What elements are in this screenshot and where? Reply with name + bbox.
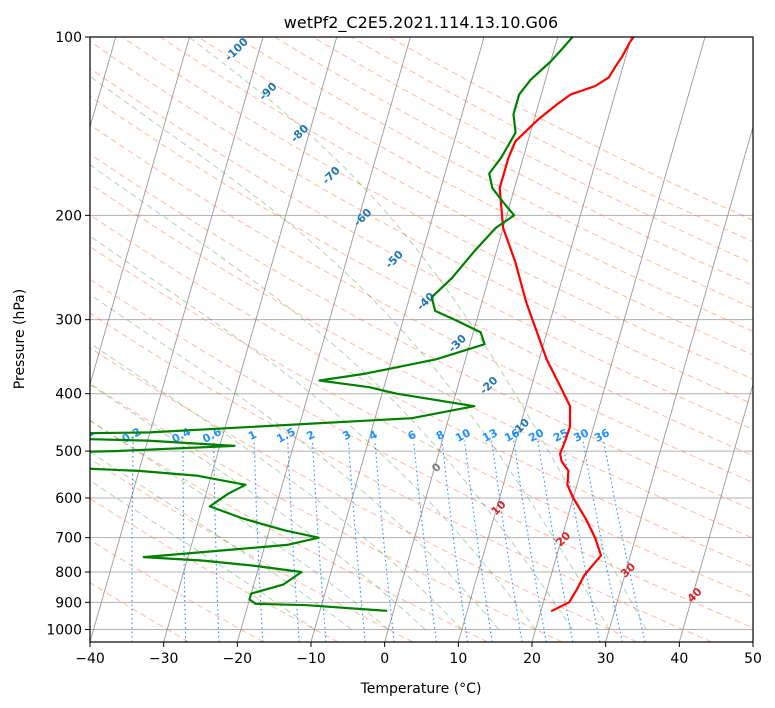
mixing-ratio-label: 36	[592, 426, 612, 445]
dry-adiabat-line	[90, 124, 753, 483]
dry-adiabat-line	[90, 420, 488, 642]
y-tick-label: 1000	[46, 622, 82, 638]
y-tick-label: 900	[55, 595, 82, 611]
y-tick-label: 300	[55, 313, 82, 329]
dry-adiabat-line	[236, 37, 753, 309]
dry-adiabat-line	[198, 37, 753, 332]
dry-adiabat-line	[90, 246, 753, 598]
dry-adiabat-line	[90, 40, 753, 405]
isotherm-line	[531, 37, 706, 642]
isotherm-line	[236, 37, 411, 642]
dry-adiabats	[90, 37, 753, 642]
x-tick-label: −20	[223, 651, 253, 667]
isotherm-line	[678, 382, 753, 642]
isotherm-line	[457, 37, 632, 642]
y-tick-label: 500	[55, 444, 82, 460]
mixing-ratio-line	[603, 440, 646, 642]
y-tick-label: 400	[55, 387, 82, 403]
y-tick-label: 100	[55, 30, 82, 46]
moist-adiabats	[90, 37, 647, 630]
dewpoint-profile-line	[90, 37, 574, 612]
mixing-ratio-label: 20	[526, 426, 546, 445]
mixing-ratio-line	[513, 440, 547, 642]
mixing-ratio-line	[491, 440, 523, 642]
x-tick-label: 10	[449, 651, 467, 667]
mixing-ratio-lines	[131, 440, 646, 642]
dry-adiabat-line	[90, 539, 264, 642]
x-tick-label: 30	[597, 651, 615, 667]
x-tick-label: −10	[296, 651, 326, 667]
x-tick-label: −30	[149, 651, 179, 667]
mixing-ratio-label: 13	[480, 426, 500, 445]
chart-title: wetPf2_C2E5.2021.114.13.10.G06	[284, 13, 558, 33]
dry-adiabat-line	[90, 183, 753, 539]
mixing-ratio-label: 30	[571, 426, 591, 445]
mixing-ratio-line	[537, 440, 574, 642]
x-axis-label: Temperature (°C)	[360, 681, 482, 697]
moist-adiabat-line	[90, 451, 352, 630]
dry-adiabat-line	[90, 458, 414, 642]
isotherm-line	[90, 37, 190, 387]
mixing-ratio-label: 16	[502, 426, 522, 445]
sounding-profiles	[90, 37, 635, 612]
x-tick-label: 50	[744, 651, 762, 667]
dry-adiabat-line	[90, 214, 753, 568]
mixing-ratio-label: 10	[453, 426, 473, 445]
temperature-profile-line	[498, 37, 635, 612]
x-tick-label: 0	[380, 651, 389, 667]
moist-adiabat-line	[188, 37, 647, 630]
moist-adiabat-line	[90, 164, 573, 630]
y-tick-label: 200	[55, 208, 82, 224]
mixing-ratio-line	[582, 440, 623, 642]
y-axis-label: Pressure (hPa)	[12, 289, 28, 389]
isotherm-line	[310, 37, 485, 642]
moist-adiabat-line	[90, 235, 536, 630]
x-tick-label: 40	[670, 651, 688, 667]
mixing-ratio-label: 0.1	[73, 425, 96, 446]
isotherm-line	[90, 37, 264, 642]
dry-adiabat-line	[121, 37, 753, 380]
dry-adiabat-line	[90, 153, 753, 511]
pressure-gridlines	[90, 36, 753, 630]
background-lines	[90, 37, 753, 642]
moist-adiabat-line	[90, 75, 610, 630]
dry-adiabat-line	[90, 582, 190, 642]
isotherm-line	[163, 37, 338, 642]
y-tick-label: 800	[55, 565, 82, 581]
moist-adiabat-line	[90, 419, 389, 630]
moist-adiabat-line	[90, 342, 463, 630]
moist-adiabat-line	[90, 480, 315, 630]
x-tick-label: −40	[75, 651, 105, 667]
dry-adiabat-line	[90, 312, 712, 642]
isotherm-line	[384, 37, 559, 642]
moist-adiabat-line	[90, 383, 426, 630]
y-tick-label: 600	[55, 491, 82, 507]
isotherm-line	[605, 125, 753, 642]
dry-adiabat-line	[90, 278, 753, 629]
mixing-ratio-line	[561, 440, 601, 642]
moist-adiabat-line	[90, 293, 500, 630]
skewed-isotherms	[90, 37, 753, 642]
plot-frame	[89, 36, 754, 643]
x-tick-label: 20	[523, 651, 541, 667]
dry-adiabat-line	[90, 347, 638, 642]
y-tick-label: 700	[55, 531, 82, 547]
